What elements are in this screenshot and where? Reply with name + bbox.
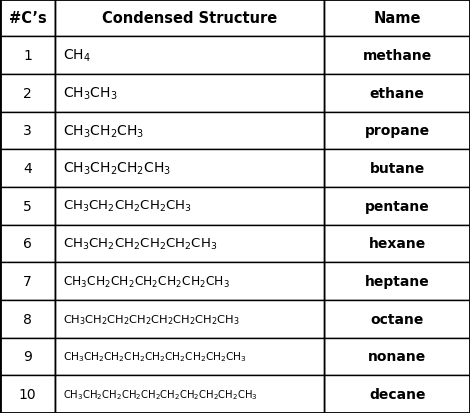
Text: Name: Name xyxy=(373,11,421,26)
Text: CH$_4$: CH$_4$ xyxy=(63,48,91,64)
Bar xyxy=(324,225,470,263)
Bar xyxy=(324,263,470,300)
Text: 2: 2 xyxy=(24,87,32,100)
Bar xyxy=(55,188,324,225)
Bar xyxy=(55,150,324,188)
Bar xyxy=(324,375,470,413)
Text: 1: 1 xyxy=(24,49,32,63)
Text: propane: propane xyxy=(365,124,430,138)
Bar xyxy=(324,0,470,37)
Text: octane: octane xyxy=(370,312,424,326)
Bar xyxy=(0,37,55,75)
Text: CH$_3$CH$_2$CH$_2$CH$_2$CH$_2$CH$_2$CH$_2$CH$_3$: CH$_3$CH$_2$CH$_2$CH$_2$CH$_2$CH$_2$CH$_… xyxy=(63,312,240,326)
Bar xyxy=(0,300,55,338)
Text: decane: decane xyxy=(369,387,425,401)
Bar xyxy=(324,37,470,75)
Bar xyxy=(55,300,324,338)
Text: methane: methane xyxy=(362,49,432,63)
Text: pentane: pentane xyxy=(365,199,430,213)
Text: CH$_3$CH$_2$CH$_2$CH$_3$: CH$_3$CH$_2$CH$_2$CH$_3$ xyxy=(63,161,171,177)
Text: 10: 10 xyxy=(19,387,37,401)
Text: CH$_3$CH$_2$CH$_2$CH$_2$CH$_2$CH$_2$CH$_2$CH$_2$CH$_3$: CH$_3$CH$_2$CH$_2$CH$_2$CH$_2$CH$_2$CH$_… xyxy=(63,350,247,363)
Text: 6: 6 xyxy=(24,237,32,251)
Text: CH$_3$CH$_2$CH$_2$CH$_2$CH$_2$CH$_2$CH$_3$: CH$_3$CH$_2$CH$_2$CH$_2$CH$_2$CH$_2$CH$_… xyxy=(63,274,230,289)
Bar xyxy=(324,75,470,112)
Bar xyxy=(0,263,55,300)
Bar xyxy=(0,75,55,112)
Text: hexane: hexane xyxy=(368,237,426,251)
Text: 4: 4 xyxy=(24,162,32,176)
Text: 9: 9 xyxy=(24,350,32,363)
Text: CH$_3$CH$_2$CH$_2$CH$_2$CH$_2$CH$_2$CH$_2$CH$_2$CH$_2$CH$_3$: CH$_3$CH$_2$CH$_2$CH$_2$CH$_2$CH$_2$CH$_… xyxy=(63,387,258,401)
Text: 5: 5 xyxy=(24,199,32,213)
Bar xyxy=(324,188,470,225)
Bar xyxy=(324,338,470,375)
Text: CH$_3$CH$_2$CH$_2$CH$_2$CH$_3$: CH$_3$CH$_2$CH$_2$CH$_2$CH$_3$ xyxy=(63,199,192,214)
Bar xyxy=(324,112,470,150)
Bar xyxy=(0,338,55,375)
Text: ethane: ethane xyxy=(370,87,424,100)
Text: heptane: heptane xyxy=(365,275,430,288)
Bar xyxy=(55,0,324,37)
Bar xyxy=(55,375,324,413)
Text: CH$_3$CH$_2$CH$_3$: CH$_3$CH$_2$CH$_3$ xyxy=(63,123,144,139)
Text: CH$_3$CH$_2$CH$_2$CH$_2$CH$_2$CH$_3$: CH$_3$CH$_2$CH$_2$CH$_2$CH$_2$CH$_3$ xyxy=(63,236,218,252)
Bar xyxy=(55,225,324,263)
Text: nonane: nonane xyxy=(368,350,426,363)
Bar xyxy=(55,338,324,375)
Bar xyxy=(0,150,55,188)
Bar xyxy=(55,112,324,150)
Bar xyxy=(55,75,324,112)
Text: 7: 7 xyxy=(24,275,32,288)
Bar xyxy=(55,263,324,300)
Bar xyxy=(0,375,55,413)
Text: #C’s: #C’s xyxy=(9,11,47,26)
Bar xyxy=(55,37,324,75)
Text: butane: butane xyxy=(369,162,425,176)
Text: 3: 3 xyxy=(24,124,32,138)
Bar xyxy=(0,112,55,150)
Bar xyxy=(324,150,470,188)
Bar xyxy=(324,300,470,338)
Text: Condensed Structure: Condensed Structure xyxy=(102,11,277,26)
Text: CH$_3$CH$_3$: CH$_3$CH$_3$ xyxy=(63,85,118,102)
Text: 8: 8 xyxy=(24,312,32,326)
Bar xyxy=(0,225,55,263)
Bar xyxy=(0,188,55,225)
Bar xyxy=(0,0,55,37)
